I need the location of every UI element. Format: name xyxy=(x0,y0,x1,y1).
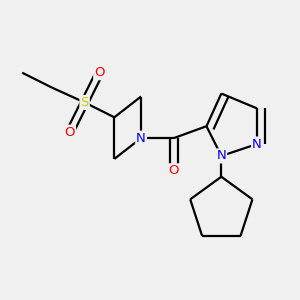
Text: N: N xyxy=(136,132,146,145)
Text: N: N xyxy=(252,138,262,151)
Text: S: S xyxy=(80,96,89,109)
Text: N: N xyxy=(217,149,226,162)
Text: O: O xyxy=(94,66,105,79)
Text: O: O xyxy=(169,164,179,177)
Text: O: O xyxy=(64,126,75,139)
